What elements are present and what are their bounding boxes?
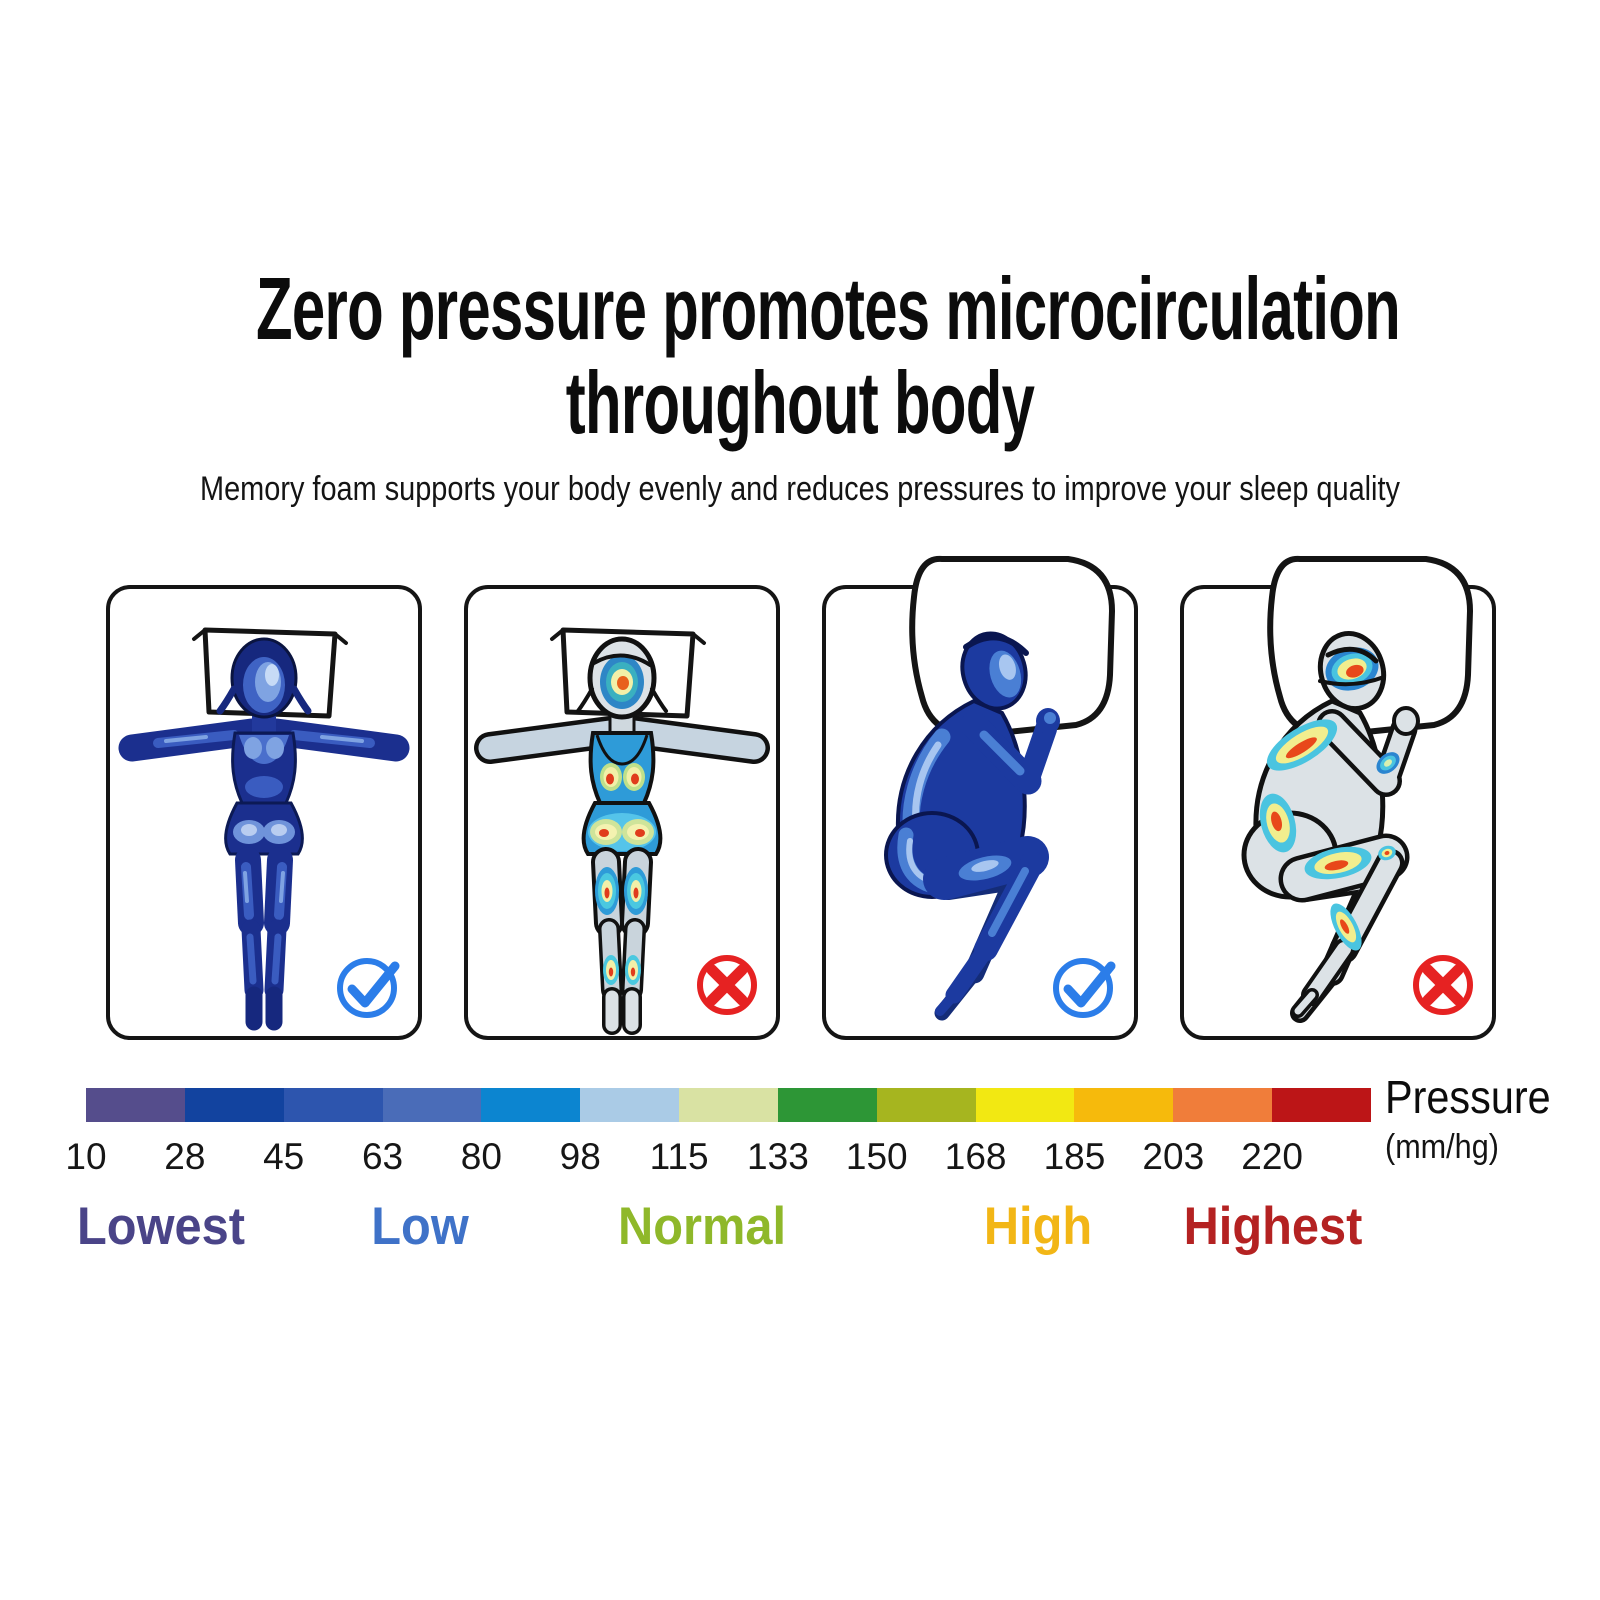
scale-tick-label: 203: [1142, 1136, 1205, 1177]
scale-segment: [777, 1088, 877, 1122]
pressure-scale-title: Pressure: [1385, 1071, 1551, 1123]
check-icon: [337, 958, 400, 1018]
scale-segment: [679, 1088, 778, 1122]
scale-tick-label: 45: [263, 1136, 305, 1177]
pressure-scale-title-block: Pressure (mm/hg): [1385, 1071, 1569, 1166]
back-sleeper-even-figure: [118, 627, 410, 1031]
cross-icon: [697, 955, 757, 1015]
pressure-scale-bar-wrap: 10 28 45 63 80 98 115 133 150 168 185 203 220: [65, 1088, 1371, 1186]
panel-back-even-pressure: [106, 585, 422, 1040]
scale-segment: [1173, 1088, 1273, 1122]
scale-segment: [382, 1088, 482, 1122]
pressure-scale: 10 28 45 63 80 98 115 133 150 168 185 203 220 Pressu…: [65, 1071, 1550, 1186]
scale-tick-label: 63: [361, 1136, 404, 1177]
scale-segment: [283, 1088, 383, 1122]
body-figure: [474, 636, 770, 1035]
verdict-badge: [1050, 950, 1120, 1020]
cross-icon: [1413, 955, 1473, 1015]
scale-tick-label: 115: [649, 1136, 709, 1177]
pressure-level-low: Low: [371, 1197, 469, 1256]
header: Zero pressure promotes microcirculation …: [0, 262, 1600, 509]
pressure-scale-ticks: 10 28 45 63 80 98 115 133 150 168 185 203 220: [65, 1136, 1371, 1186]
body-figure: [884, 631, 1060, 1021]
body-figure: [118, 637, 410, 1031]
panel-back-pressure-points: [464, 585, 780, 1040]
page-title: Zero pressure promotes microcirculation …: [0, 262, 1600, 450]
pressure-hotspots: [1259, 646, 1400, 951]
scale-tick-label: 80: [460, 1136, 502, 1177]
scale-segment: [975, 1088, 1075, 1122]
scale-tick-label: 150: [845, 1136, 908, 1177]
pressure-level-normal: Normal: [617, 1197, 786, 1256]
pressure-scale-segments: [86, 1088, 1371, 1122]
check-icon: [1053, 958, 1116, 1018]
pressure-level-lowest: Lowest: [76, 1197, 245, 1256]
panel-side-pressure-points: [1180, 555, 1496, 1040]
scale-segment: [580, 1088, 680, 1122]
scale-segment: [1074, 1088, 1174, 1122]
title-line-1: Zero pressure promotes microcirculation: [256, 259, 1401, 358]
scale-tick-label: 168: [944, 1136, 1007, 1177]
verdict-badge: [1408, 950, 1478, 1020]
pressure-scale-unit: (mm/hg): [1385, 1127, 1499, 1166]
verdict-badge: [334, 950, 404, 1020]
scale-tick-label: 133: [747, 1136, 809, 1177]
pressure-level-labels: Lowest Low Normal High Highest: [77, 1196, 1371, 1260]
scale-segment: [481, 1088, 581, 1122]
side-sleeper-even-figure: [884, 555, 1115, 1021]
scale-segment: [876, 1088, 976, 1122]
scale-tick-label: 185: [1043, 1136, 1106, 1177]
title-line-2: throughout body: [565, 353, 1035, 452]
body-figure: [1241, 630, 1420, 1023]
scale-tick-label: 10: [65, 1136, 107, 1177]
scale-tick-label: 98: [559, 1136, 601, 1177]
pressure-level-highest: Highest: [1183, 1197, 1363, 1256]
scale-segment: [184, 1088, 284, 1122]
scale-tick-label: 28: [164, 1136, 206, 1177]
scale-segment: [86, 1088, 185, 1122]
back-sleeper-heatmap-figure: [474, 627, 770, 1035]
page-subtitle: Memory foam supports your body evenly an…: [200, 470, 1400, 508]
verdict-badge: [692, 950, 762, 1020]
panel-side-even-pressure: [822, 555, 1138, 1040]
scale-segment: [1272, 1088, 1371, 1122]
sleep-position-panels: [106, 555, 1496, 1040]
scale-tick-label: 220: [1241, 1136, 1304, 1177]
side-sleeper-heatmap-figure: [1241, 555, 1473, 1023]
pressure-level-high: High: [984, 1197, 1093, 1256]
